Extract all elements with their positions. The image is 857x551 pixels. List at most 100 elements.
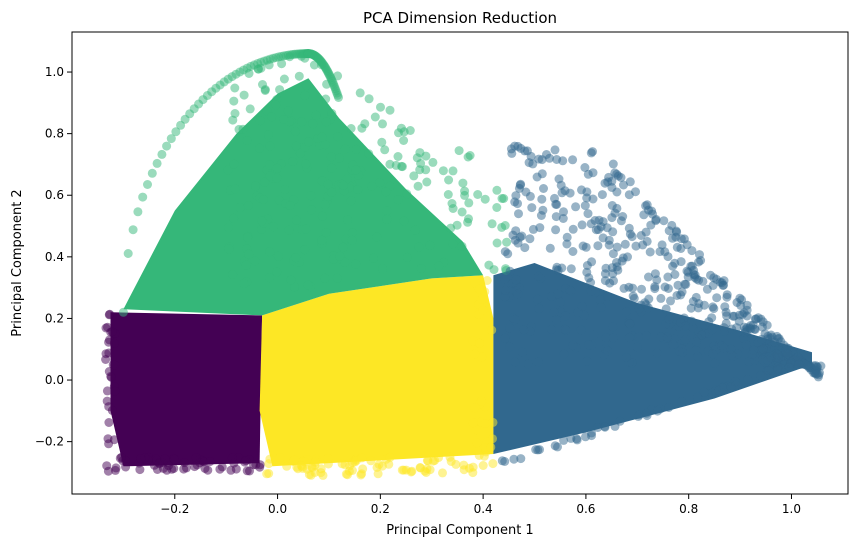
scatter-point xyxy=(355,88,365,98)
scatter-point xyxy=(637,284,646,294)
cluster-3-region xyxy=(493,263,812,454)
y-tick-label: 0.4 xyxy=(45,250,64,264)
scatter-point xyxy=(320,273,330,283)
scatter-point xyxy=(580,201,590,211)
scatter-point xyxy=(497,194,507,203)
scatter-point xyxy=(763,355,773,365)
scatter-point xyxy=(229,96,239,106)
scatter-point xyxy=(722,290,732,300)
x-tick-label: 0.4 xyxy=(474,502,493,516)
scatter-point xyxy=(608,249,618,259)
scatter-point xyxy=(280,185,290,194)
scatter-point xyxy=(600,276,610,286)
scatter-point xyxy=(482,276,492,285)
scatter-point xyxy=(443,190,453,199)
scatter-point xyxy=(428,456,438,466)
scatter-point xyxy=(272,173,282,183)
scatter-point xyxy=(612,203,622,213)
scatter-point xyxy=(559,349,569,359)
scatter-point xyxy=(229,159,239,169)
scatter-point xyxy=(553,442,562,452)
scatter-point xyxy=(301,224,311,234)
scatter-point xyxy=(587,428,596,438)
scatter-point xyxy=(560,186,570,196)
scatter-point xyxy=(699,300,709,310)
scatter-point xyxy=(507,148,517,158)
scatter-point xyxy=(721,307,731,317)
scatter-point xyxy=(101,349,111,359)
scatter-point xyxy=(304,470,314,480)
scatter-point xyxy=(258,195,268,204)
x-tick-label: 0.0 xyxy=(268,502,287,516)
scatter-point xyxy=(117,452,126,462)
scatter-point xyxy=(152,465,162,474)
scatter-point xyxy=(616,216,626,226)
scatter-point xyxy=(679,234,689,244)
plot-frame xyxy=(71,31,849,495)
scatter-point xyxy=(580,163,590,172)
scatter-point xyxy=(670,258,680,268)
scatter-point xyxy=(742,300,752,310)
scatter-point xyxy=(537,194,547,204)
y-tick-label: 0.0 xyxy=(45,373,64,387)
scatter-point xyxy=(121,462,131,472)
scatter-point xyxy=(438,166,448,176)
scatter-point xyxy=(523,359,533,369)
scatter-point xyxy=(295,148,305,158)
scatter-point xyxy=(169,464,179,473)
scatter-point xyxy=(414,242,424,252)
scatter-point xyxy=(444,175,454,185)
scatter-point xyxy=(656,332,666,342)
scatter-point xyxy=(356,470,366,480)
scatter-point xyxy=(484,260,494,270)
scatter-point xyxy=(410,225,420,235)
scatter-point xyxy=(659,216,669,226)
scatter-point xyxy=(242,136,252,145)
scatter-point xyxy=(744,357,754,367)
scatter-point xyxy=(380,145,390,155)
scatter-point xyxy=(577,301,587,311)
scatter-point xyxy=(399,216,409,226)
scatter-point xyxy=(634,332,644,342)
chart-title: PCA Dimension Reduction xyxy=(363,9,557,27)
scatter-point xyxy=(242,466,252,476)
scatter-point xyxy=(747,349,757,359)
scatter-point xyxy=(545,243,555,253)
scatter-point xyxy=(782,349,792,359)
scatter-point xyxy=(463,152,473,162)
scatter-point xyxy=(263,130,273,140)
scatter-point xyxy=(102,461,112,471)
scatter-point xyxy=(351,144,361,154)
scatter-point xyxy=(128,225,138,235)
scatter-point xyxy=(215,464,225,474)
scatter-point xyxy=(631,241,641,251)
scatter-point xyxy=(425,240,435,250)
scatter-point xyxy=(152,158,162,168)
scatter-point xyxy=(157,149,167,159)
scatter-point xyxy=(500,247,510,257)
scatter-point xyxy=(672,227,682,237)
scatter-point xyxy=(318,470,328,480)
scatter-point xyxy=(582,356,592,366)
scatter-point xyxy=(726,350,736,360)
scatter-point xyxy=(726,382,736,392)
scatter-point xyxy=(583,169,593,179)
scatter-point xyxy=(320,140,330,150)
scatter-point xyxy=(488,434,497,444)
scatter-point xyxy=(416,264,426,273)
scatter-point xyxy=(737,295,747,305)
scatter-point xyxy=(375,178,385,188)
scatter-point xyxy=(568,224,578,234)
scatter-point xyxy=(520,146,530,156)
scatter-point xyxy=(612,187,622,197)
scatter-point xyxy=(776,363,785,373)
scatter-point xyxy=(561,311,570,321)
scatter-point xyxy=(743,375,753,384)
scatter-point xyxy=(603,292,612,302)
scatter-point xyxy=(568,247,578,256)
scatter-point xyxy=(241,456,251,466)
scatter-point xyxy=(664,403,674,412)
scatter-point xyxy=(810,367,820,377)
scatter-point xyxy=(243,232,253,242)
scatter-point xyxy=(699,387,709,397)
